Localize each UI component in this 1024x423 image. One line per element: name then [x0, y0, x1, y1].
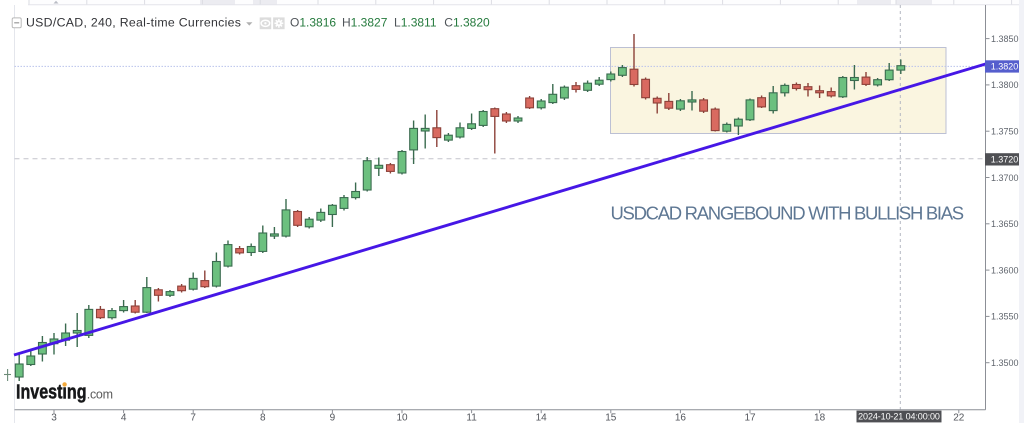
svg-text:1.3720: 1.3720: [991, 155, 1019, 165]
svg-text:15: 15: [605, 413, 617, 423]
svg-text:USD/CAD, 240, Real-time Curren: USD/CAD, 240, Real-time Currencies: [26, 16, 241, 30]
svg-text:1.3600: 1.3600: [991, 265, 1019, 275]
svg-text:1.3650: 1.3650: [991, 219, 1019, 229]
svg-text:8: 8: [260, 413, 266, 423]
svg-text:.com: .com: [87, 388, 113, 402]
svg-text:H1.3827: H1.3827: [342, 16, 388, 30]
svg-text:16: 16: [675, 413, 687, 423]
svg-text:1.3750: 1.3750: [991, 127, 1019, 137]
svg-text:11: 11: [466, 413, 477, 423]
svg-text:C1.3820: C1.3820: [444, 16, 490, 30]
svg-text:9: 9: [330, 413, 336, 423]
svg-text:1.3500: 1.3500: [991, 358, 1019, 368]
svg-text:2024-10-21 04:00:00: 2024-10-21 04:00:00: [858, 412, 940, 422]
svg-text:18: 18: [814, 413, 826, 423]
svg-text:Investing: Investing: [16, 381, 87, 403]
svg-text:7: 7: [190, 413, 196, 423]
svg-text:10: 10: [396, 413, 408, 423]
svg-text:14: 14: [536, 413, 548, 423]
svg-text:1.3550: 1.3550: [991, 312, 1019, 322]
svg-text:1.3800: 1.3800: [991, 80, 1019, 90]
svg-text:USDCAD RANGEBOUND WITH BULLISH: USDCAD RANGEBOUND WITH BULLISH BIAS: [611, 203, 964, 224]
svg-text:4: 4: [121, 413, 127, 423]
svg-text:O1.3816: O1.3816: [290, 16, 336, 30]
svg-text:17: 17: [744, 413, 756, 423]
svg-text:3: 3: [51, 413, 57, 423]
svg-text:1.3700: 1.3700: [991, 173, 1019, 183]
svg-text:1.3850: 1.3850: [991, 34, 1019, 44]
svg-text:22: 22: [953, 413, 965, 423]
svg-text:1.3820: 1.3820: [991, 62, 1019, 72]
svg-text:L1.3811: L1.3811: [394, 16, 437, 30]
